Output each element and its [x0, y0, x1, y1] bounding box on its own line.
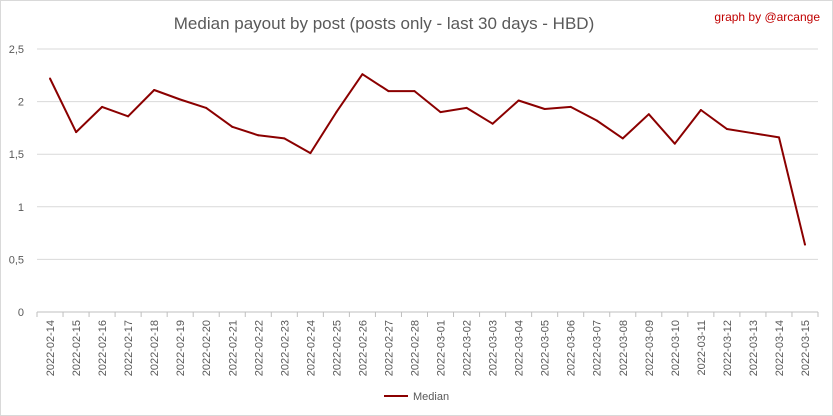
chart-title: Median payout by post (posts only - last… [174, 14, 594, 33]
x-tick-label: 2022-02-22 [253, 320, 265, 376]
data-point [413, 90, 416, 93]
series-line-median [49, 73, 806, 245]
x-tick-label: 2022-02-25 [331, 320, 343, 376]
x-tick-label: 2022-03-08 [618, 320, 630, 376]
legend: Median [384, 391, 449, 403]
chart-credit: graph by @arcange [714, 10, 820, 24]
y-axis-ticks: 0 0,5 1 1,5 2 2,5 [9, 44, 24, 319]
data-point [361, 73, 364, 76]
data-point [387, 90, 390, 93]
data-point [647, 113, 650, 116]
x-axis-ticks: 2022-02-14 2022-02-15 2022-02-16 2022-02-17… [36, 312, 819, 376]
data-point [153, 89, 156, 92]
data-point [283, 137, 286, 140]
x-tick-label: 2022-02-27 [383, 320, 395, 376]
data-point [751, 132, 754, 135]
data-point [543, 107, 546, 110]
data-point [127, 115, 130, 118]
x-tick-label: 2022-02-24 [305, 320, 317, 376]
x-tick-label: 2022-02-19 [175, 320, 187, 376]
x-tick-label: 2022-03-07 [592, 320, 604, 376]
x-tick-label: 2022-03-03 [488, 320, 500, 376]
x-tick-label: 2022-02-21 [227, 320, 239, 376]
x-tick-label: 2022-03-11 [696, 320, 708, 375]
x-tick-label: 2022-03-01 [436, 320, 448, 376]
data-point [75, 131, 78, 134]
x-tick-label: 2022-03-10 [670, 320, 682, 376]
y-tick-label: 0,5 [9, 254, 24, 266]
data-point [439, 111, 442, 114]
x-tick-label: 2022-03-12 [722, 320, 734, 376]
y-tick-label: 2,5 [9, 44, 24, 56]
data-point [309, 152, 312, 155]
series-layer [49, 73, 806, 246]
x-tick-label: 2022-02-15 [71, 320, 83, 376]
data-point [803, 243, 806, 246]
data-point [517, 99, 520, 102]
data-point [465, 106, 468, 109]
data-point [231, 125, 234, 128]
x-tick-label: 2022-02-17 [123, 320, 135, 376]
data-point [673, 142, 676, 145]
data-point [335, 111, 338, 114]
x-tick-label: 2022-02-23 [279, 320, 291, 376]
x-tick-label: 2022-02-16 [97, 320, 109, 376]
data-point [777, 136, 780, 139]
data-point [205, 106, 208, 109]
x-tick-label: 2022-03-14 [774, 320, 786, 376]
x-tick-label: 2022-03-06 [566, 320, 578, 376]
x-tick-label: 2022-02-20 [201, 320, 213, 376]
x-tick-label: 2022-02-26 [357, 320, 369, 376]
legend-label-median: Median [413, 391, 449, 403]
x-tick-label: 2022-03-05 [540, 320, 552, 376]
data-point [569, 105, 572, 108]
y-tick-label: 1 [18, 202, 24, 214]
data-point [491, 122, 494, 125]
data-point [621, 137, 624, 140]
data-point [257, 134, 260, 137]
data-point [699, 109, 702, 112]
x-tick-label: 2022-03-15 [800, 320, 812, 376]
data-point [49, 77, 52, 80]
x-tick-label: 2022-02-18 [149, 320, 161, 376]
data-point [595, 119, 598, 122]
x-tick-label: 2022-02-14 [45, 320, 57, 376]
y-tick-label: 1,5 [9, 149, 24, 161]
x-tick-label: 2022-03-13 [748, 320, 760, 376]
x-tick-label: 2022-03-04 [514, 320, 526, 376]
x-tick-label: 2022-03-02 [462, 320, 474, 376]
y-tick-label: 0 [18, 307, 24, 319]
data-point [725, 127, 728, 130]
data-point [101, 105, 104, 108]
x-tick-label: 2022-03-09 [644, 320, 656, 376]
y-tick-label: 2 [18, 97, 24, 109]
data-point [179, 98, 182, 101]
x-tick-label: 2022-02-28 [409, 320, 421, 376]
